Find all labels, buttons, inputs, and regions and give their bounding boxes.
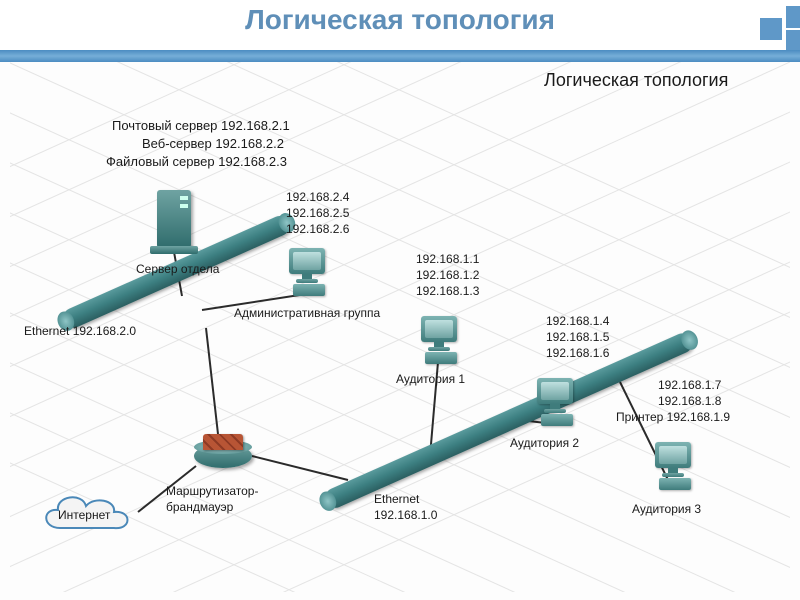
ip-17-0: 192.168.1.7 — [658, 378, 721, 392]
ip-11-2: 192.168.1.3 — [416, 284, 479, 298]
ip-14-2: 192.168.1.6 — [546, 346, 609, 360]
label-ethernet1b: 192.168.1.0 — [374, 508, 437, 522]
server-icon — [150, 190, 198, 254]
ip-14-1: 192.168.1.5 — [546, 330, 609, 344]
label-ethernet2: Ethernet 192.168.2.0 — [24, 324, 136, 338]
label-aud1: Аудитория 1 — [396, 372, 465, 386]
pc-aud3-icon — [650, 442, 696, 490]
ip-24-2: 192.168.2.6 — [286, 222, 349, 236]
server-ip-3: Файловый сервер 192.168.2.3 — [106, 154, 287, 169]
page-title: Логическая топология — [245, 4, 555, 36]
ip-17-1: 192.168.1.8 — [658, 394, 721, 408]
server-ip-1: Почтовый сервер 192.168.2.1 — [112, 118, 290, 133]
pc-admin-icon — [284, 248, 330, 296]
ip-14-0: 192.168.1.4 — [546, 314, 609, 328]
ip-11-1: 192.168.1.2 — [416, 268, 479, 282]
label-dept-server: Сервер отдела — [136, 262, 219, 276]
label-router-a: Маршрутизатор- — [166, 484, 258, 498]
header-stripe — [0, 50, 800, 62]
subtitle: Логическая топология — [544, 70, 728, 91]
pc-aud2-icon — [532, 378, 578, 426]
ip-11-0: 192.168.1.1 — [416, 252, 479, 266]
ip-17-2: Принтер 192.168.1.9 — [616, 410, 730, 424]
topology-canvas: Логическая топология Почтовый сервер 192… — [10, 62, 790, 592]
label-aud2: Аудитория 2 — [510, 436, 579, 450]
label-internet: Интернет — [58, 508, 110, 522]
label-admin-group: Административная группа — [234, 306, 380, 320]
label-aud3: Аудитория 3 — [632, 502, 701, 516]
router-firewall-icon — [194, 434, 252, 476]
label-router-b: брандмауэр — [166, 500, 233, 514]
pc-aud1-icon — [416, 316, 462, 364]
header-bar: Логическая топология — [0, 0, 800, 50]
ip-24-0: 192.168.2.4 — [286, 190, 349, 204]
label-ethernet1a: Ethernet — [374, 492, 419, 506]
ip-24-1: 192.168.2.5 — [286, 206, 349, 220]
server-ip-2: Веб-сервер 192.168.2.2 — [142, 136, 284, 151]
